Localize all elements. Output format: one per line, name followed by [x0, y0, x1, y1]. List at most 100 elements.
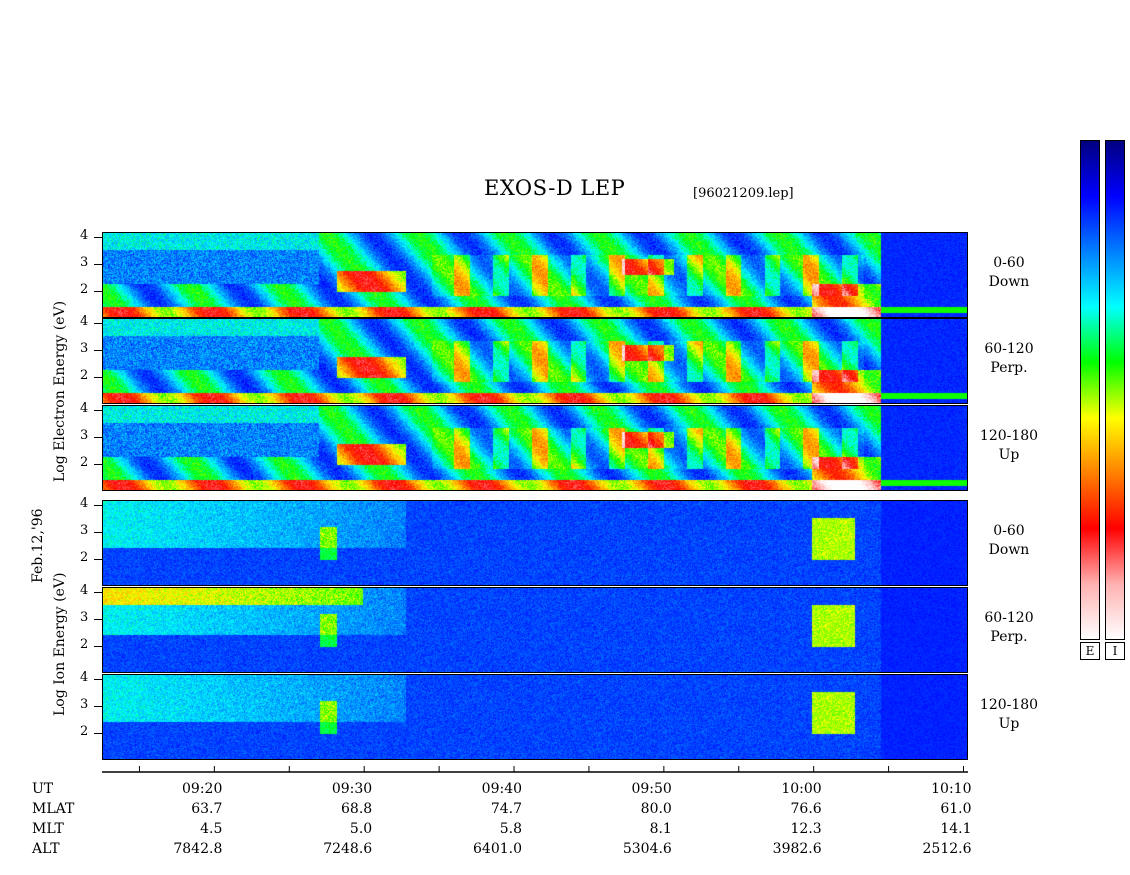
file-label: [96021209.lep]	[693, 186, 794, 201]
y-tick-label: 2	[80, 724, 89, 740]
x-value-alt: 7248.6	[323, 841, 373, 857]
x-value-ut: 09:50	[631, 781, 672, 797]
spectrogram-panel-electron-0-60	[102, 232, 968, 318]
spectrogram-panel-electron-60-120	[102, 318, 968, 404]
spectrogram-image	[103, 588, 967, 672]
x-value-ut: 10:00	[781, 781, 822, 797]
y-tick-mark	[94, 464, 102, 466]
x-value-mlt: 4.5	[200, 821, 223, 837]
y-tick-label: 2	[80, 368, 89, 384]
pitch-angle-range: 0-60	[993, 255, 1025, 271]
x-value-alt: 2512.6	[922, 841, 972, 857]
x-value-ut: 09:40	[481, 781, 523, 797]
colorbar-ion-label: I	[1105, 642, 1125, 660]
pitch-angle-range: 120-180	[979, 428, 1039, 444]
colorbar-electron-label: E	[1080, 642, 1100, 660]
x-value-ut: 09:30	[331, 781, 373, 797]
pitch-angle-range: 120-180	[979, 697, 1039, 713]
x-value-mlt: 5.0	[349, 821, 373, 837]
y-tick-label: 3	[80, 428, 89, 444]
y-tick-mark	[94, 532, 102, 534]
pitch-angle-range: 60-120	[984, 341, 1034, 357]
pitch-angle-label: 60-120 Perp.	[974, 609, 1044, 647]
x-value-mlt: 14.1	[940, 821, 972, 837]
y-tick-label: 4	[80, 228, 89, 244]
x-value-mlat: 68.8	[341, 801, 373, 817]
y-tick-label: 2	[80, 282, 89, 298]
y-tick-label: 2	[80, 550, 89, 566]
y-tick-label: 3	[80, 523, 89, 539]
colorbar-electron	[1080, 140, 1100, 640]
y-tick-mark	[94, 679, 102, 681]
spectrogram-panel-ion-60-120	[102, 587, 968, 673]
y-tick-mark	[94, 505, 102, 507]
spectrogram-panel-ion-120-180	[102, 674, 968, 760]
y-tick-label: 3	[80, 610, 89, 626]
y-tick-mark	[94, 237, 102, 239]
x-value-mlat: 80.0	[640, 801, 672, 817]
y-tick-label: 4	[80, 670, 89, 686]
spectrogram-image	[103, 319, 967, 403]
spectrogram-panel-electron-120-180	[102, 405, 968, 491]
y-tick-label: 2	[80, 637, 89, 653]
y-tick-mark	[94, 410, 102, 412]
spectrogram-image	[103, 406, 967, 490]
y-tick-mark	[94, 437, 102, 439]
x-value-ut: 10:10	[931, 781, 972, 797]
y-tick-mark	[94, 350, 102, 352]
y-tick-label: 4	[80, 496, 89, 512]
chart-title: EXOS-D LEP	[484, 176, 626, 200]
x-value-alt: 5304.6	[622, 841, 672, 857]
x-row-header: MLAT	[32, 801, 75, 817]
pitch-direction: Up	[998, 447, 1020, 463]
y-tick-mark	[94, 619, 102, 621]
pitch-angle-label: 60-120 Perp.	[974, 340, 1044, 378]
y-tick-label: 4	[80, 314, 89, 330]
y-tick-mark	[94, 323, 102, 325]
spectrogram-panel-ion-0-60	[102, 500, 968, 586]
y-tick-mark	[94, 264, 102, 266]
pitch-angle-range: 60-120	[984, 610, 1034, 626]
pitch-angle-range: 0-60	[993, 523, 1025, 539]
y-tick-mark	[94, 733, 102, 735]
x-value-alt: 6401.0	[473, 841, 523, 857]
x-value-mlt: 8.1	[649, 821, 672, 837]
pitch-direction: Up	[998, 716, 1020, 732]
x-value-ut: 09:20	[182, 781, 223, 797]
x-value-mlat: 74.7	[490, 801, 523, 817]
pitch-direction: Perp.	[990, 360, 1028, 376]
pitch-angle-label: 0-60 Down	[974, 254, 1044, 292]
y-tick-mark	[94, 291, 102, 293]
x-value-mlt: 5.8	[499, 821, 523, 837]
y-tick-label: 4	[80, 583, 89, 599]
x-value-mlt: 12.3	[790, 821, 822, 837]
x-row-header: UT	[32, 781, 54, 797]
x-value-alt: 7842.8	[173, 841, 223, 857]
y-tick-label: 3	[80, 341, 89, 357]
y-tick-mark	[94, 377, 102, 379]
y-tick-label: 3	[80, 255, 89, 271]
colorbar-ion	[1105, 140, 1125, 640]
spectrogram-image	[103, 501, 967, 585]
pitch-angle-label: 120-180 Up	[974, 696, 1044, 734]
spectrogram-image	[103, 675, 967, 759]
pitch-angle-label: 120-180 Up	[974, 427, 1044, 465]
x-row-header: MLT	[32, 821, 64, 837]
pitch-direction: Perp.	[990, 629, 1028, 645]
y-tick-label: 2	[80, 455, 89, 471]
x-row-header: ALT	[32, 841, 60, 857]
x-value-mlat: 63.7	[191, 801, 223, 817]
y-tick-mark	[94, 706, 102, 708]
x-value-mlat: 76.6	[790, 801, 822, 817]
pitch-direction: Down	[988, 274, 1030, 290]
y-tick-label: 3	[80, 697, 89, 713]
y-tick-mark	[94, 592, 102, 594]
spectrogram-image	[103, 233, 967, 317]
y-tick-mark	[94, 559, 102, 561]
y-tick-label: 4	[80, 401, 89, 417]
x-value-alt: 3982.6	[772, 841, 822, 857]
y-tick-mark	[94, 646, 102, 648]
x-value-mlat: 61.0	[940, 801, 972, 817]
pitch-direction: Down	[988, 542, 1030, 558]
